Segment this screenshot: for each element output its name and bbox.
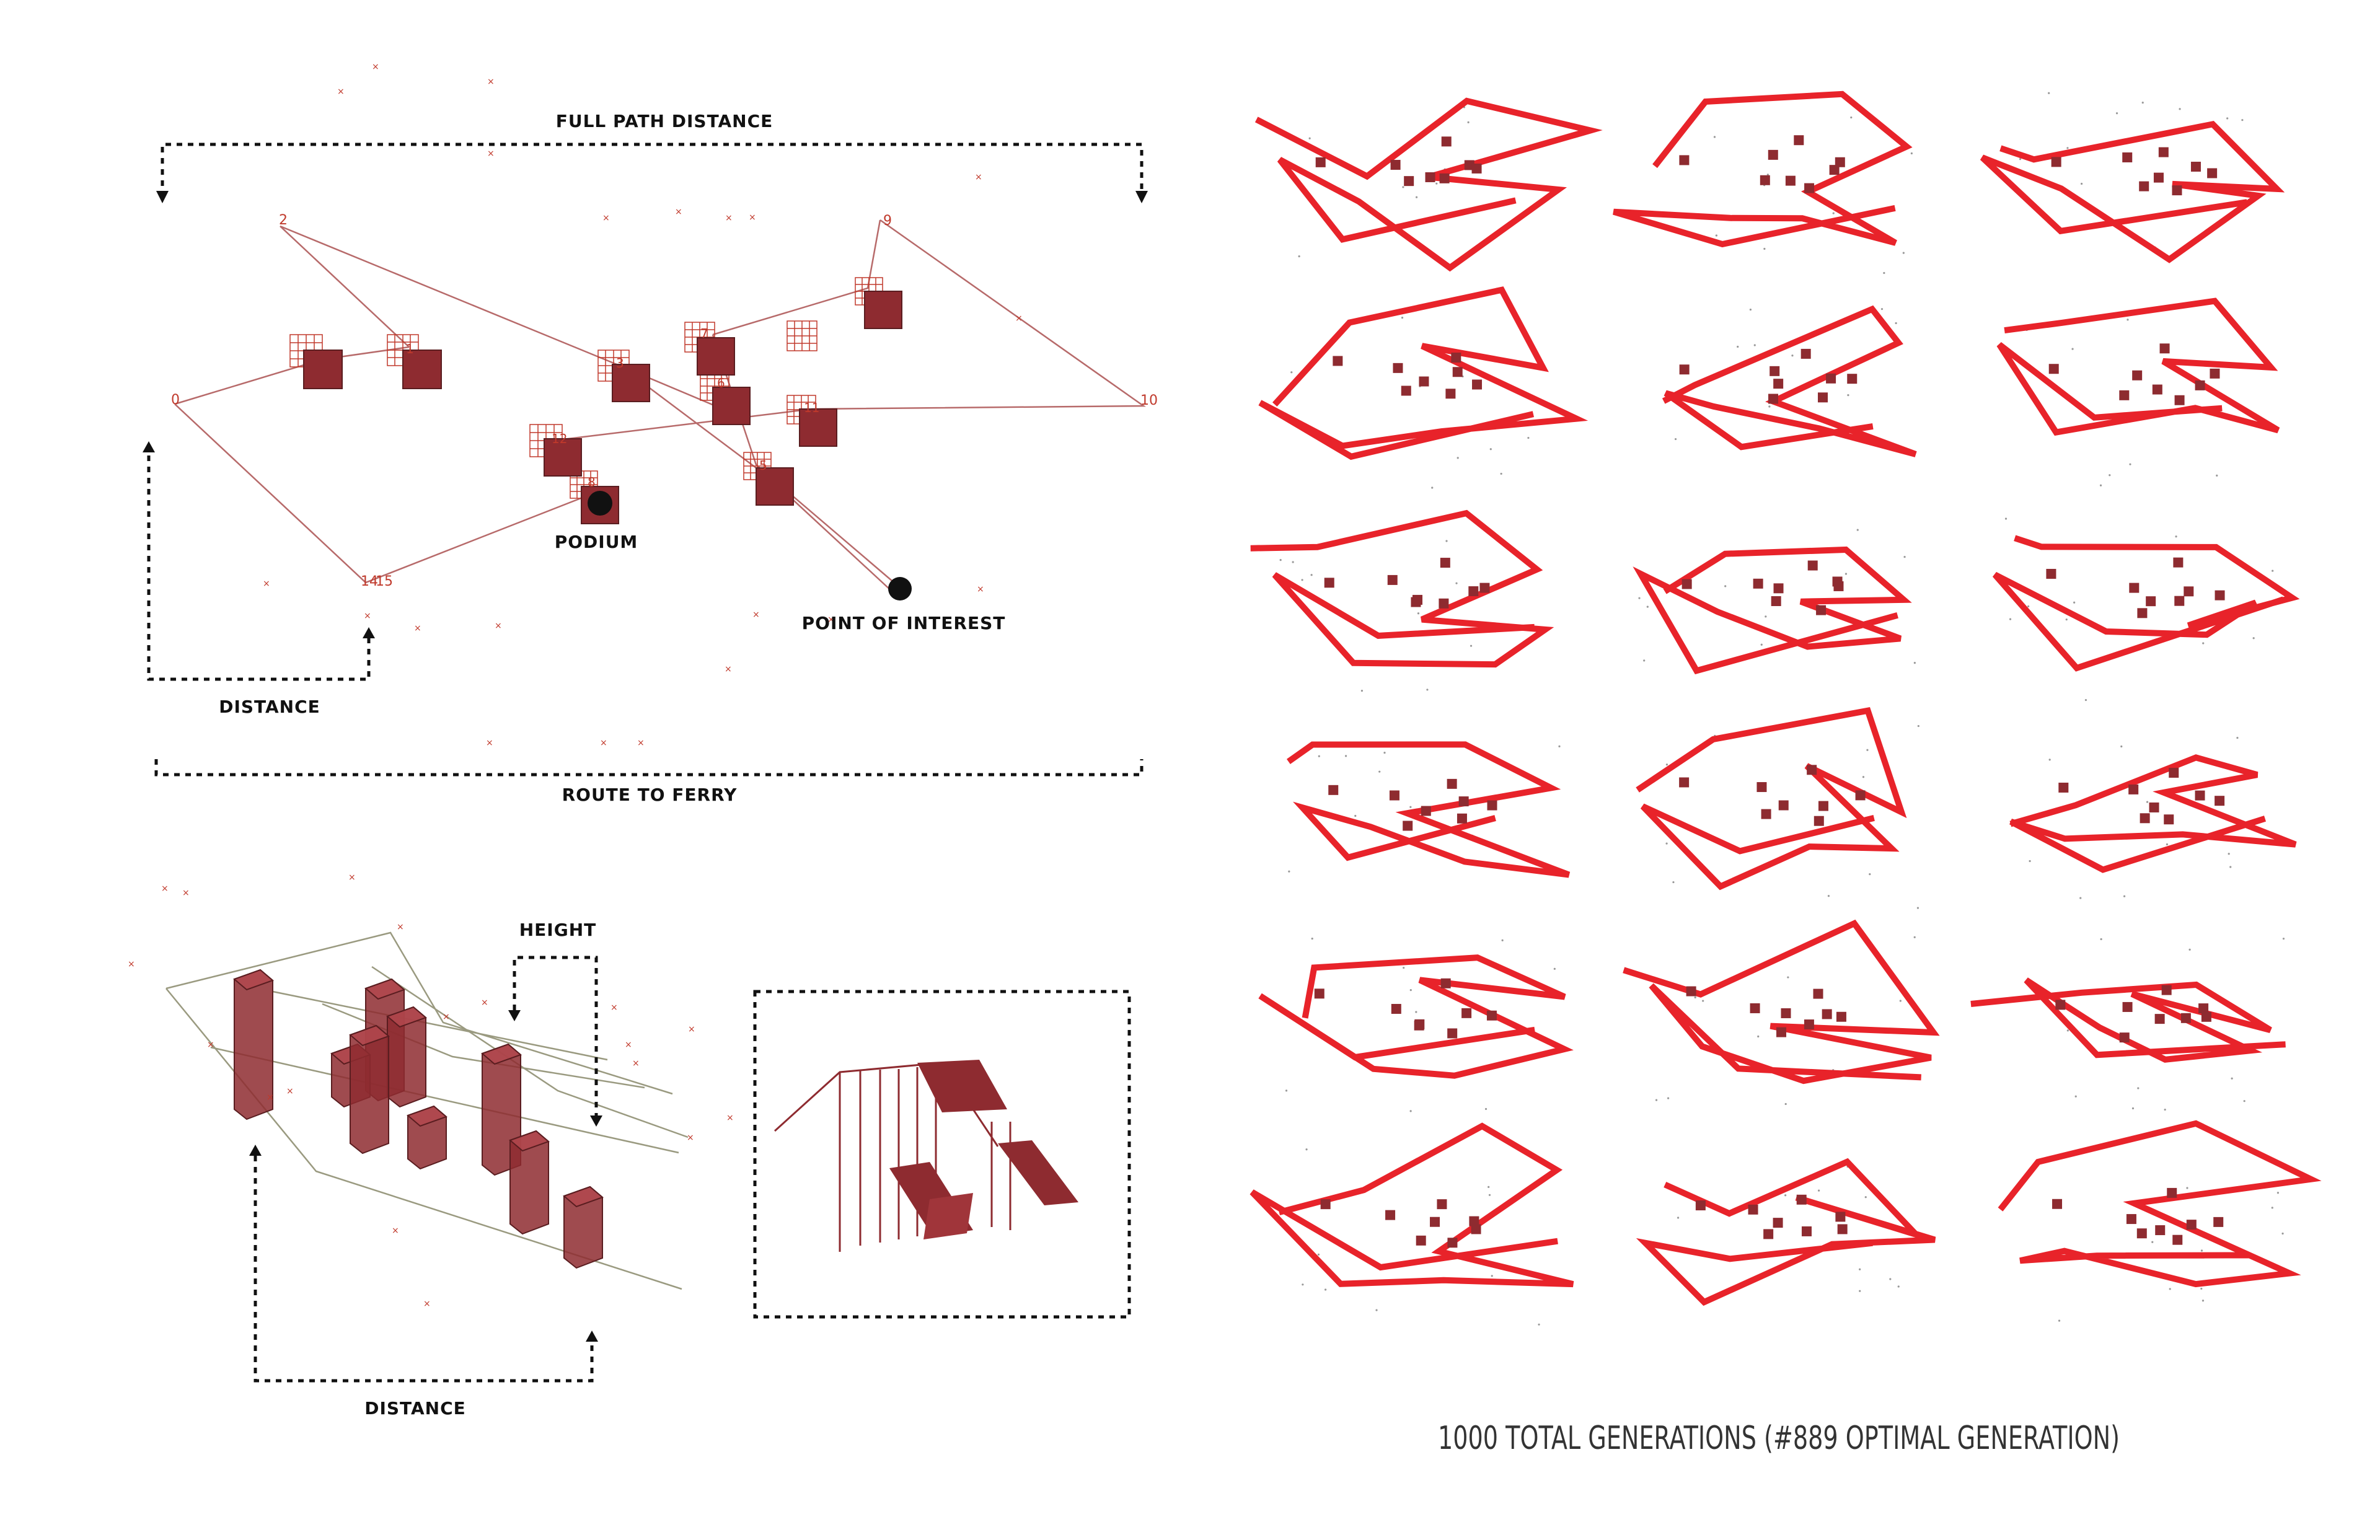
- svg-text:×: ×: [392, 1226, 399, 1236]
- generation-thumbnail: [1250, 509, 1554, 692]
- svg-text:×: ×: [726, 1113, 734, 1123]
- generation-thumbnail: [1662, 305, 1917, 457]
- svg-text:×: ×: [267, 1093, 274, 1102]
- svg-text:×: ×: [207, 1040, 214, 1050]
- svg-text:×: ×: [625, 1040, 632, 1050]
- svg-text:×: ×: [725, 664, 732, 674]
- svg-text:6: 6: [717, 376, 725, 390]
- svg-text:×: ×: [687, 1133, 694, 1143]
- svg-text:15: 15: [376, 574, 393, 589]
- generation-thumbnail: [1287, 741, 1571, 878]
- svg-text:0: 0: [171, 392, 180, 408]
- svg-text:×: ×: [600, 738, 607, 748]
- generation-thumbnail: [1992, 517, 2300, 702]
- svg-text:×: ×: [486, 738, 493, 748]
- svg-text:12: 12: [552, 431, 567, 446]
- svg-text:×: ×: [372, 62, 379, 72]
- generations-grid: [1250, 90, 2322, 1326]
- svg-text:×: ×: [337, 87, 345, 97]
- svg-text:×: ×: [414, 623, 421, 633]
- svg-text:×: ×: [263, 579, 270, 589]
- svg-text:×: ×: [161, 884, 169, 894]
- svg-text:10: 10: [1140, 393, 1158, 408]
- svg-text:×: ×: [495, 621, 502, 631]
- point-of-interest-marker: [888, 577, 912, 601]
- generation-thumbnail: [1996, 297, 2280, 486]
- svg-text:×: ×: [610, 1003, 618, 1013]
- svg-text:14: 14: [361, 574, 378, 589]
- svg-text:9: 9: [883, 213, 892, 229]
- generations-caption: 1000 TOTAL GENERATIONS (#889 OPTIMAL GEN…: [1438, 1420, 2120, 1457]
- svg-text:×: ×: [977, 584, 984, 594]
- svg-text:×: ×: [602, 213, 610, 223]
- generation-thumbnail: [1258, 286, 1589, 489]
- svg-text:8: 8: [588, 475, 596, 490]
- generation-thumbnail: [1970, 938, 2286, 1111]
- distance-bracket-bottom: [253, 1156, 594, 1383]
- svg-text:×: ×: [487, 149, 495, 159]
- generation-thumbnail: [1254, 97, 1603, 272]
- plan-diagram: FULL PATH DISTANCE: [143, 62, 1158, 805]
- generation-thumbnail: [2009, 736, 2297, 899]
- svg-text:×: ×: [975, 172, 982, 182]
- svg-text:2: 2: [279, 213, 288, 228]
- height-bracket: [513, 956, 598, 1115]
- generation-thumbnail: [1998, 1120, 2322, 1322]
- distance-label-bottom: DISTANCE: [364, 1398, 466, 1419]
- structure-detail: [753, 990, 1131, 1319]
- full-path-distance-bracket: [161, 143, 1144, 197]
- route-to-ferry-label: ROUTE TO FERRY: [562, 785, 738, 805]
- svg-text:×: ×: [749, 213, 756, 222]
- generation-thumbnail: [1613, 90, 1913, 275]
- svg-text:×: ×: [637, 738, 645, 748]
- distance-label-top: DISTANCE: [219, 697, 320, 717]
- generation-thumbnail: [1980, 92, 2285, 263]
- svg-text:×: ×: [827, 615, 835, 625]
- svg-text:×: ×: [675, 207, 682, 217]
- generation-thumbnail: [1250, 1122, 1574, 1326]
- svg-text:×: ×: [632, 1058, 640, 1068]
- svg-text:×: ×: [725, 213, 733, 223]
- svg-text:×: ×: [128, 959, 135, 969]
- svg-text:3: 3: [616, 356, 624, 371]
- height-label: HEIGHT: [519, 920, 597, 940]
- full-path-distance-label: FULL PATH DISTANCE: [556, 111, 774, 131]
- distance-bracket-top: [147, 455, 371, 681]
- svg-text:×: ×: [423, 1299, 431, 1309]
- node-numbers: 0 2 9 10 14 15 7 6 11 5 12 8 1 3: [171, 213, 1158, 589]
- svg-text:7: 7: [700, 326, 708, 341]
- plan-path: [174, 219, 1146, 592]
- svg-text:×: ×: [688, 1024, 695, 1034]
- svg-text:×: ×: [481, 998, 488, 1008]
- generation-thumbnail: [1623, 919, 1940, 1106]
- svg-text:×: ×: [364, 611, 371, 621]
- svg-text:×: ×: [348, 873, 356, 882]
- svg-text:1: 1: [406, 341, 414, 356]
- svg-text:×: ×: [397, 922, 404, 932]
- route-to-ferry-bracket: [154, 759, 1144, 777]
- generation-thumbnail: [1636, 706, 1919, 909]
- podium-label: PODIUM: [555, 532, 638, 552]
- svg-text:×: ×: [443, 1012, 450, 1022]
- svg-text:×: ×: [182, 888, 190, 898]
- scatter-markers: × × × × × × × × × × × × × × × × × × × × ×: [263, 62, 1023, 748]
- podium-marker: [588, 491, 612, 516]
- svg-text:×: ×: [752, 610, 760, 620]
- svg-text:×: ×: [286, 1086, 294, 1096]
- point-of-interest-label: POINT OF INTEREST: [802, 613, 1006, 633]
- generation-thumbnail: [1258, 937, 1574, 1112]
- axonometric-diagram: × ×× ××× × ×× ××× ××× ××× HEIGHT DISTANCE: [128, 873, 734, 1419]
- generation-thumbnail: [1636, 1158, 1936, 1306]
- svg-text:5: 5: [759, 458, 767, 473]
- svg-text:×: ×: [1015, 314, 1023, 323]
- svg-text:11: 11: [804, 400, 819, 415]
- generation-thumbnail: [1633, 529, 1916, 675]
- svg-text:×: ×: [487, 77, 495, 87]
